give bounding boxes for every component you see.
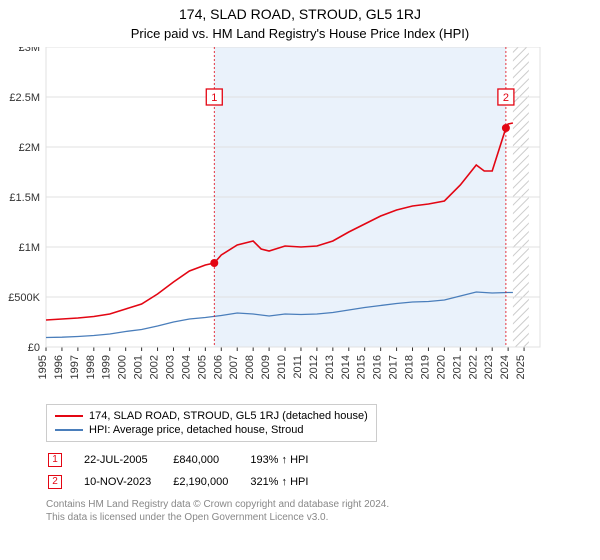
x-tick-label: 2023 bbox=[483, 355, 495, 379]
x-tick-label: 2017 bbox=[388, 355, 400, 379]
transaction-date: 22-JUL-2005 bbox=[84, 450, 171, 470]
x-tick-label: 1998 bbox=[85, 355, 97, 379]
x-tick-label: 2009 bbox=[260, 355, 272, 379]
transaction-price: £2,190,000 bbox=[173, 472, 248, 492]
y-tick-label: £3M bbox=[19, 47, 40, 54]
x-tick-label: 2025 bbox=[515, 355, 527, 379]
chart-plot-area: £0 £500K £1M £1.5M £2M £2.5M £3M 1995 1996 1997 19… bbox=[0, 47, 600, 402]
x-tick-label: 2015 bbox=[356, 355, 368, 379]
legend: 174, SLAD ROAD, STROUD, GL5 1RJ (detache… bbox=[46, 404, 377, 442]
x-tick-label: 2004 bbox=[180, 355, 192, 379]
x-tick-label: 2000 bbox=[117, 355, 129, 379]
x-tick-label: 2010 bbox=[276, 355, 288, 379]
y-tick-label: £1.5M bbox=[9, 192, 40, 204]
y-tick-label: £500K bbox=[8, 292, 40, 304]
footnote-line-2: This data is licensed under the Open Gov… bbox=[46, 511, 600, 524]
x-tick-label: 2020 bbox=[435, 355, 447, 379]
legend-item: HPI: Average price, detached house, Stro… bbox=[55, 423, 368, 437]
chart-container: 174, SLAD ROAD, STROUD, GL5 1RJ Price pa… bbox=[0, 0, 600, 560]
x-tick-label: 2002 bbox=[149, 355, 161, 379]
marker-point bbox=[502, 124, 510, 132]
transaction-price: £840,000 bbox=[173, 450, 248, 470]
transaction-delta: 321% ↑ HPI bbox=[250, 472, 328, 492]
x-tick-label: 2012 bbox=[308, 355, 320, 379]
x-tick-label: 2006 bbox=[212, 355, 224, 379]
x-tick-label: 1999 bbox=[101, 355, 113, 379]
legend-item: 174, SLAD ROAD, STROUD, GL5 1RJ (detache… bbox=[55, 409, 368, 423]
transaction-marker: 2 bbox=[48, 475, 62, 489]
chart-title: 174, SLAD ROAD, STROUD, GL5 1RJ bbox=[0, 0, 600, 22]
chart-svg: £0 £500K £1M £1.5M £2M £2.5M £3M 1995 1996 1997 19… bbox=[0, 47, 560, 397]
x-tick-label: 1997 bbox=[69, 355, 81, 379]
transactions-table: 1 22-JUL-2005£840,000193% ↑ HPI 2 10-NOV-20… bbox=[46, 448, 330, 494]
legend-label: 174, SLAD ROAD, STROUD, GL5 1RJ (detache… bbox=[89, 410, 368, 422]
x-tick-label: 2013 bbox=[324, 355, 336, 379]
x-tick-label: 2016 bbox=[372, 355, 384, 379]
x-tick-label: 1996 bbox=[53, 355, 65, 379]
legend-swatch bbox=[55, 415, 83, 417]
legend-label: HPI: Average price, detached house, Stro… bbox=[89, 424, 303, 436]
y-tick-label: £1M bbox=[19, 242, 40, 254]
x-tick-label: 2003 bbox=[164, 355, 176, 379]
x-tick-label: 1995 bbox=[37, 355, 49, 379]
y-tick-label: £0 bbox=[28, 342, 40, 354]
footnote-line-1: Contains HM Land Registry data © Crown c… bbox=[46, 498, 600, 511]
chart-subtitle: Price paid vs. HM Land Registry's House … bbox=[0, 22, 600, 47]
x-tick-label: 2014 bbox=[340, 355, 352, 379]
x-tick-label: 2007 bbox=[228, 355, 240, 379]
x-tick-label: 2018 bbox=[404, 355, 416, 379]
x-tick-label: 2011 bbox=[292, 355, 304, 379]
x-tick-label: 2008 bbox=[244, 355, 256, 379]
y-tick-label: £2M bbox=[19, 142, 40, 154]
x-tick-label: 2001 bbox=[133, 355, 145, 379]
transaction-row: 1 22-JUL-2005£840,000193% ↑ HPI bbox=[48, 450, 328, 470]
x-tick-label: 2021 bbox=[451, 355, 463, 379]
marker-number: 1 bbox=[211, 92, 217, 104]
transaction-date: 10-NOV-2023 bbox=[84, 472, 171, 492]
x-tick-label: 2005 bbox=[196, 355, 208, 379]
footnote: Contains HM Land Registry data © Crown c… bbox=[46, 498, 600, 524]
marker-point bbox=[210, 259, 218, 267]
transaction-marker: 1 bbox=[48, 453, 62, 467]
x-tick-label: 2024 bbox=[499, 355, 511, 379]
x-tick-label: 2022 bbox=[467, 355, 479, 379]
transaction-delta: 193% ↑ HPI bbox=[250, 450, 328, 470]
transaction-row: 2 10-NOV-2023£2,190,000321% ↑ HPI bbox=[48, 472, 328, 492]
y-tick-label: £2.5M bbox=[9, 92, 40, 104]
legend-swatch bbox=[55, 429, 83, 431]
x-tick-label: 2019 bbox=[419, 355, 431, 379]
marker-number: 2 bbox=[503, 92, 509, 104]
